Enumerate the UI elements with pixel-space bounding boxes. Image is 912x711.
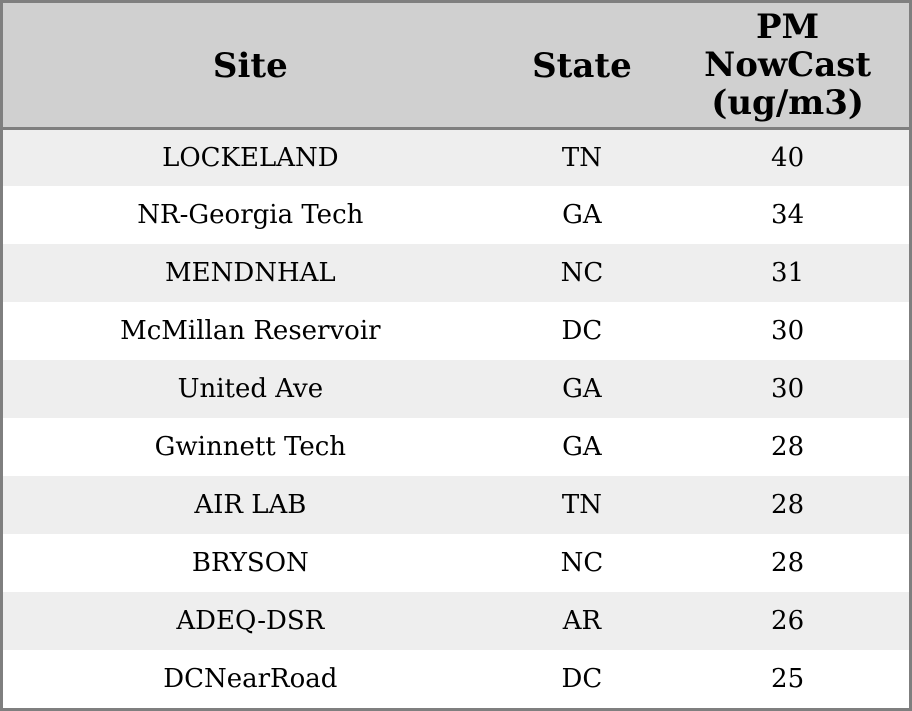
pm-nowcast-cell: 28	[771, 490, 805, 520]
pm-nowcast-cell: 31	[771, 258, 805, 288]
state-cell: NC	[560, 258, 604, 288]
state-cell: AR	[562, 606, 602, 636]
column-header-site: Site	[3, 3, 498, 130]
table-row: United Ave GA 30	[3, 360, 909, 418]
table-row: LOCKELAND TN 40	[3, 128, 909, 186]
column-header-state: State	[497, 3, 667, 130]
state-cell: GA	[562, 432, 602, 462]
table-row: Gwinnett Tech GA 28	[3, 418, 909, 476]
pm-nowcast-cell: 25	[771, 664, 805, 694]
state-cell: DC	[561, 316, 603, 346]
state-cell: GA	[562, 374, 602, 404]
state-cell: NC	[560, 548, 604, 578]
site-cell: DCNearRoad	[163, 664, 338, 694]
pm-nowcast-cell: 26	[771, 606, 805, 636]
table-row: MENDNHAL NC 31	[3, 244, 909, 302]
table-row: ADEQ-DSR AR 26	[3, 592, 909, 650]
table-row: DCNearRoad DC 25	[3, 650, 909, 708]
site-cell: McMillan Reservoir	[120, 316, 381, 346]
table-header: Site State PM NowCast (ug/m3)	[3, 3, 909, 130]
site-cell: United Ave	[177, 374, 324, 404]
pm-nowcast-cell: 40	[771, 142, 805, 173]
column-header-state-label: State	[532, 45, 632, 86]
pm-nowcast-cell: 28	[771, 432, 805, 462]
site-cell: AIR LAB	[194, 490, 307, 520]
table-row: AIR LAB TN 28	[3, 476, 909, 534]
column-header-pm-nowcast: PM NowCast (ug/m3)	[666, 3, 909, 130]
site-cell: BRYSON	[191, 548, 309, 578]
state-cell: GA	[562, 200, 602, 230]
state-cell: DC	[561, 664, 603, 694]
table-row: NR-Georgia Tech GA 34	[3, 186, 909, 244]
site-cell: Gwinnett Tech	[154, 432, 347, 462]
table-body: LOCKELAND TN 40 NR-Georgia Tech GA 34 ME…	[3, 128, 909, 708]
pm-nowcast-table: Site State PM NowCast (ug/m3) LOCKELAND …	[3, 3, 909, 708]
site-cell: MENDNHAL	[165, 258, 336, 288]
pm-nowcast-cell: 34	[771, 200, 805, 230]
table-row: BRYSON NC 28	[3, 534, 909, 592]
state-cell: TN	[561, 490, 602, 520]
pm-nowcast-cell: 28	[771, 548, 805, 578]
pm-nowcast-cell: 30	[771, 316, 805, 346]
table-row: McMillan Reservoir DC 30	[3, 302, 909, 360]
column-header-site-label: Site	[212, 45, 288, 86]
site-cell: ADEQ-DSR	[176, 606, 325, 636]
site-cell: NR-Georgia Tech	[137, 200, 364, 230]
header-row: Site State PM NowCast (ug/m3)	[3, 3, 909, 130]
state-cell: TN	[561, 142, 602, 173]
column-header-pm-nowcast-label: PM NowCast (ug/m3)	[704, 6, 872, 123]
pm-nowcast-cell: 30	[771, 374, 805, 404]
site-cell: LOCKELAND	[162, 142, 339, 173]
